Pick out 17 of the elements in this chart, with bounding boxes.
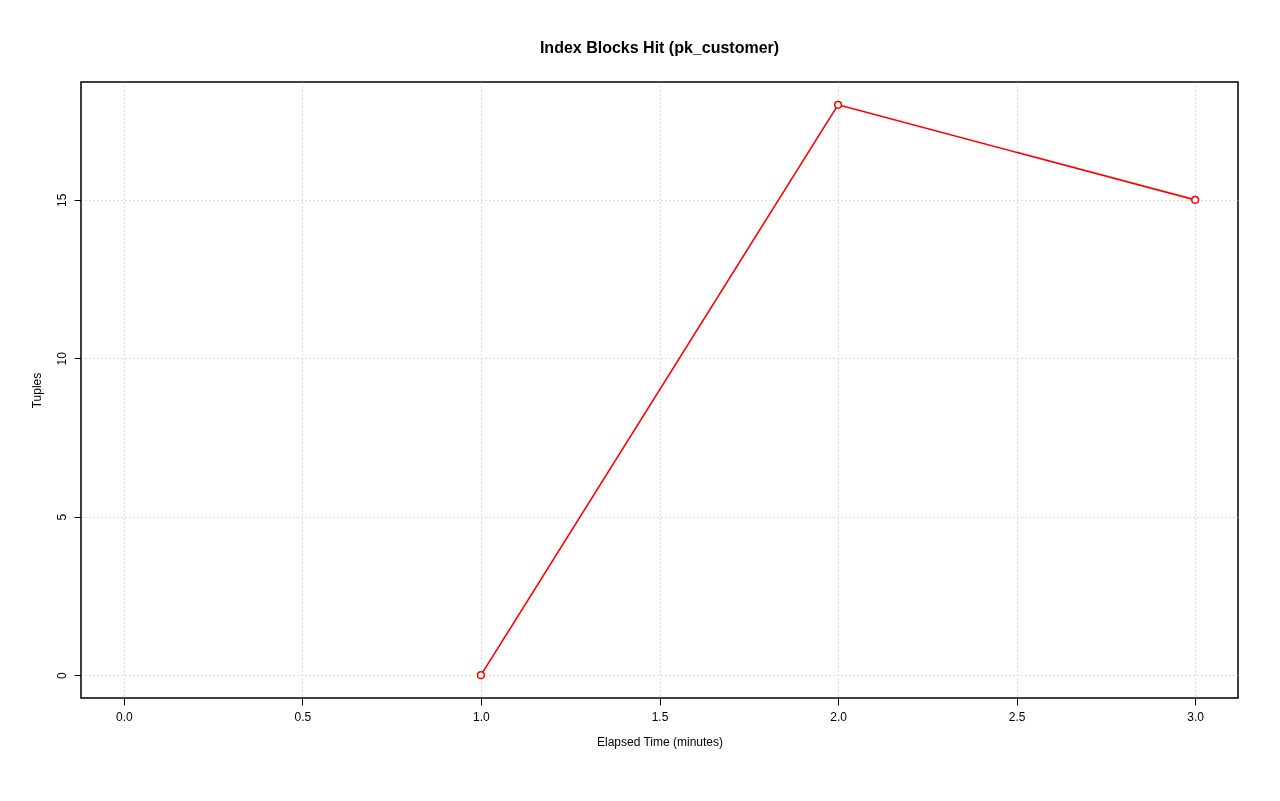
x-tick-label: 1.5 xyxy=(651,709,669,724)
point xyxy=(1191,195,1200,204)
x-tick-label: 0.0 xyxy=(116,709,134,724)
x-tick-label: 1.0 xyxy=(473,709,491,724)
x-tick-label: 2.5 xyxy=(1008,709,1026,724)
y-tick-label: 5 xyxy=(54,513,69,521)
y-tick-label: 0 xyxy=(54,672,69,680)
chart-title: Index Blocks Hit (pk_customer) xyxy=(539,39,780,56)
y-tick-label: 10 xyxy=(54,351,69,366)
y-tick-label: 15 xyxy=(54,193,69,208)
x-tick-label: 2.0 xyxy=(830,709,848,724)
point xyxy=(476,671,486,680)
x-tick-label: 0.5 xyxy=(294,709,312,724)
y-axis-title: Tuples xyxy=(29,372,44,409)
x-tick-label: 3.0 xyxy=(1187,709,1205,724)
x-axis-title: Elapsed Time (minutes) xyxy=(596,734,724,749)
point xyxy=(833,100,843,109)
